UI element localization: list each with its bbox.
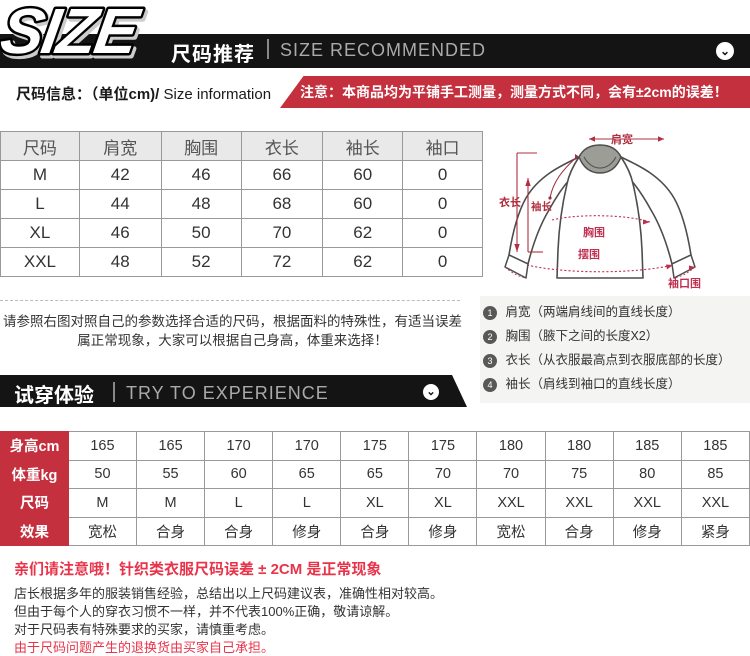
svg-text:摆围: 摆围	[578, 247, 600, 261]
svg-text:胸围: 胸围	[583, 225, 605, 239]
svg-text:袖长: 袖长	[531, 200, 552, 213]
svg-text:SIZE: SIZE	[0, 0, 146, 66]
svg-text:肩宽: 肩宽	[611, 132, 633, 146]
svg-text:衣长: 衣长	[499, 195, 521, 209]
svg-text:袖口围: 袖口围	[668, 276, 701, 290]
